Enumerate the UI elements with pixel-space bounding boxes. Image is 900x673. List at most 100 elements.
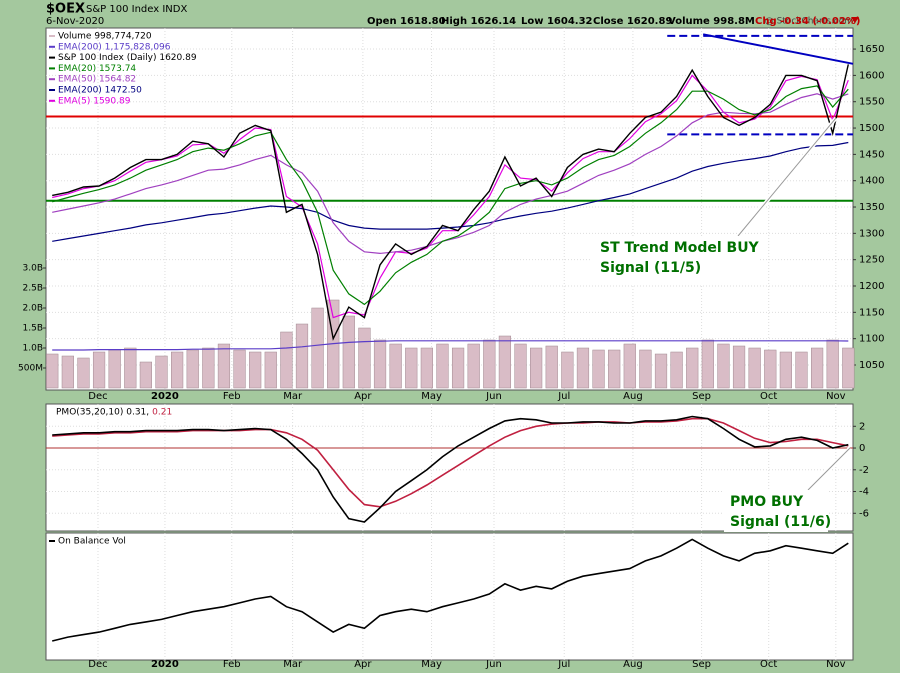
legend-entry: EMA(50) 1564.82: [58, 75, 136, 85]
annotation: Signal (11/6): [730, 514, 831, 530]
series-line: [52, 74, 849, 319]
volume-bar: [217, 343, 231, 389]
legend-entry: EMA(5) 1590.89: [58, 96, 131, 106]
x-tick-label: Aug: [623, 391, 643, 402]
callout-line: [737, 117, 837, 237]
legend-entry: Volume 998,774,720: [58, 32, 152, 42]
panel: [45, 27, 854, 391]
annotation-box: [590, 236, 758, 284]
volume-bar: [592, 349, 605, 389]
y-tick-label: -4: [859, 487, 869, 498]
series-line: [52, 85, 849, 306]
y2-tick-label: 1.0B: [23, 344, 44, 354]
y-tick-label: 1300: [859, 228, 884, 239]
volume-bar: [732, 345, 746, 389]
volume-bar: [654, 353, 668, 389]
volume-bar: [717, 343, 730, 389]
x-tick-label: Dec: [88, 391, 107, 402]
y-tick-label: 1550: [859, 97, 884, 108]
volume-bar: [576, 347, 590, 389]
volume-bar: [842, 347, 855, 389]
x-tick-label: 2020: [151, 391, 179, 402]
x-tick-label: Aug: [623, 659, 643, 670]
volume-bar: [249, 351, 262, 389]
volume-bar: [639, 349, 652, 389]
symbol-name: S&P 100 Index INDX: [86, 4, 187, 15]
volume-bar: [108, 349, 121, 389]
quote: Close 1620.89: [593, 16, 672, 27]
volume-bar: [155, 355, 168, 389]
volume-bar: [483, 339, 496, 389]
x-tick-label: Jun: [485, 659, 502, 670]
y-tick-label: 0: [859, 443, 865, 454]
volume-bar: [139, 361, 153, 389]
volume-bar: [686, 347, 699, 389]
y-tick-label: 1200: [859, 281, 884, 292]
volume-bar: [373, 339, 387, 389]
volume-bar: [764, 349, 777, 389]
x-tick-label: Nov: [826, 659, 846, 670]
credit: @ StockCharts.com: [765, 17, 853, 27]
symbol: $OEX: [46, 2, 85, 17]
volume-bar: [264, 351, 277, 389]
legend-entry: EMA(200) 1472.50: [58, 86, 142, 96]
x-tick-label: Jul: [557, 659, 570, 670]
volume-bar: [358, 327, 371, 389]
y2-tick-label: 3.0B: [23, 264, 44, 274]
volume-bar: [124, 347, 137, 389]
legend-entry: EMA(20) 1573.74: [58, 64, 136, 74]
volume-bar: [311, 307, 324, 389]
volume-bar: [561, 351, 574, 389]
quote: Volume 998.8M: [668, 16, 755, 27]
y-tick-label: 1250: [859, 255, 884, 266]
y2-tick-label: 1.5B: [23, 324, 44, 334]
volume-bar: [295, 323, 309, 389]
down-arrow: [851, 17, 859, 23]
volume-bar: [92, 351, 106, 389]
y-tick-label: 1500: [859, 123, 884, 134]
x-tick-label: Apr: [354, 659, 372, 670]
y-tick-label: 1050: [859, 360, 884, 371]
volume-bar: [623, 343, 636, 389]
x-tick-label: Mar: [283, 659, 303, 670]
volume-bar: [530, 347, 543, 389]
x-tick-label: Jun: [485, 391, 502, 402]
volume-bar: [545, 345, 558, 389]
volume-bar: [202, 347, 215, 389]
annotation: PMO BUY: [730, 494, 804, 510]
y-tick-label: -2: [859, 465, 869, 476]
series-line: [52, 340, 849, 351]
volume-bar: [77, 357, 90, 389]
y-tick-label: 1600: [859, 70, 884, 81]
volume-bar: [608, 349, 621, 389]
volume-bar: [436, 343, 449, 389]
volume-bar: [171, 351, 184, 389]
legend-entry: 0.21: [152, 408, 172, 418]
annotation: ST Trend Model BUY: [600, 240, 760, 256]
legend-entry: On Balance Vol: [58, 537, 126, 547]
volume-bar: [498, 335, 512, 389]
x-tick-label: Apr: [354, 391, 372, 402]
volume-bar: [233, 349, 246, 389]
y-tick-label: 1650: [859, 44, 884, 55]
volume-bar: [61, 355, 74, 389]
volume-bar: [389, 343, 402, 389]
volume-bar: [342, 315, 355, 389]
y-tick-label: 1350: [859, 202, 884, 213]
annotation-box: [724, 490, 828, 532]
volume-bar: [405, 347, 418, 389]
callout-line: [807, 447, 851, 491]
legend-entry: EMA(200) 1,175,828,096: [58, 42, 171, 52]
volume-bar: [826, 339, 839, 389]
series-line: [52, 93, 849, 255]
y-tick-label: 1100: [859, 334, 884, 345]
x-tick-label: Feb: [223, 659, 241, 670]
x-tick-label: 2020: [151, 659, 179, 670]
y-tick-label: 1450: [859, 149, 884, 160]
volume-bar: [46, 353, 59, 389]
x-tick-label: Oct: [760, 391, 777, 402]
y2-tick-label: 2.5B: [23, 284, 44, 294]
x-tick-label: Sep: [692, 391, 711, 402]
series-line: [52, 64, 849, 341]
